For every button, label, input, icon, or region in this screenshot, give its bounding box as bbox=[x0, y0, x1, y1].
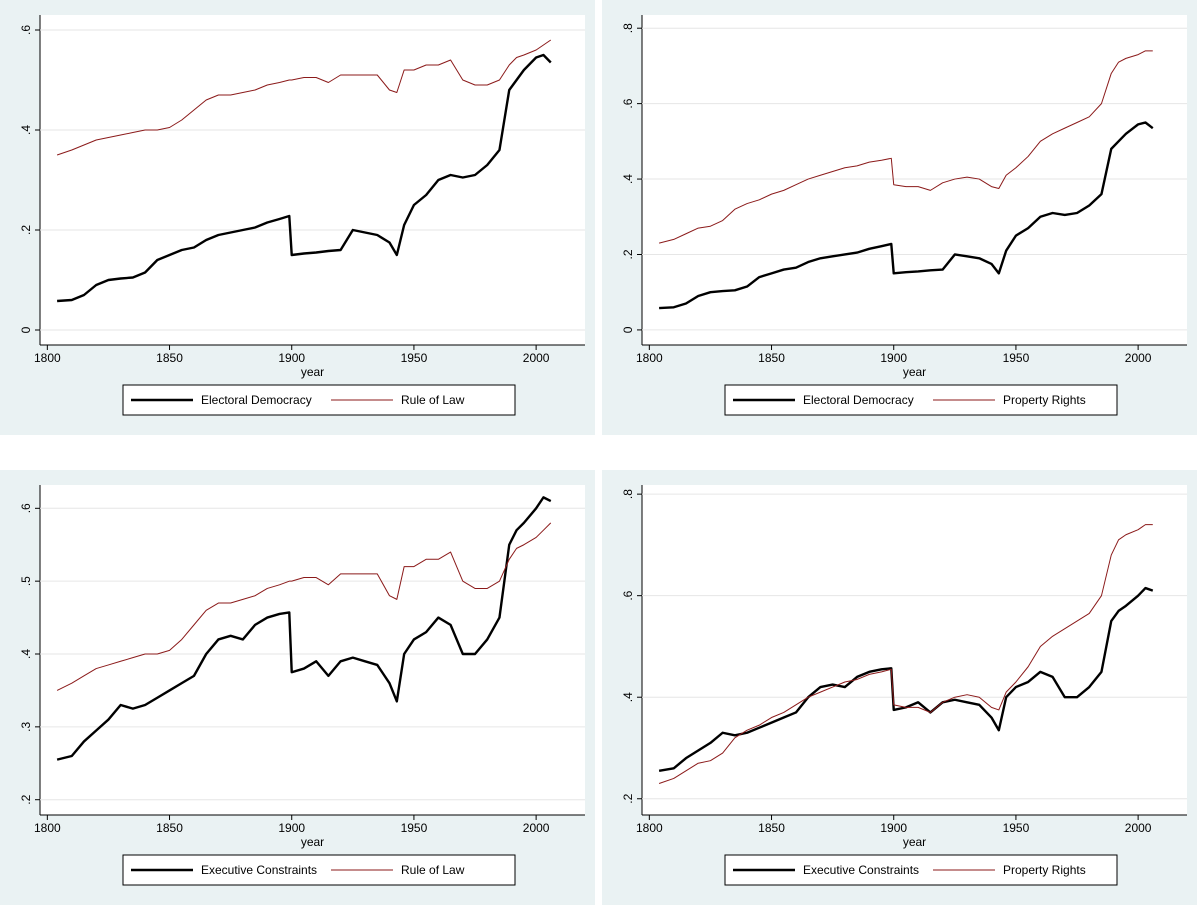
y-tick-label: .2 bbox=[19, 794, 33, 804]
y-tick-label: 0 bbox=[19, 326, 33, 333]
x-tick-label: 1950 bbox=[1003, 821, 1030, 835]
x-tick-label: 1850 bbox=[156, 351, 183, 365]
y-tick-label: .4 bbox=[621, 692, 635, 702]
x-tick-label: 1900 bbox=[278, 821, 305, 835]
series-line bbox=[659, 121, 1154, 310]
series-line bbox=[56, 522, 552, 691]
y-tick-label: .6 bbox=[621, 590, 635, 600]
x-tick-label: 1850 bbox=[758, 821, 785, 835]
legend-label: Electoral Democracy bbox=[201, 393, 312, 407]
x-tick-label: 1800 bbox=[34, 351, 61, 365]
x-tick-label: 1800 bbox=[636, 821, 663, 835]
legend-label: Property Rights bbox=[1003, 393, 1086, 407]
panel: .2 .3 .4 .5 .6 1800 1850 1900 1950 2000 year Execut… bbox=[0, 470, 595, 905]
plot-area bbox=[642, 485, 1187, 815]
y-tick-label: .6 bbox=[19, 25, 33, 35]
x-tick-label: 2000 bbox=[1125, 351, 1152, 365]
series-line bbox=[56, 496, 552, 761]
x-axis-title: year bbox=[301, 365, 324, 379]
x-tick-label: 1950 bbox=[401, 821, 428, 835]
series-line bbox=[56, 39, 552, 156]
series-line bbox=[658, 524, 1153, 784]
series-line bbox=[658, 50, 1153, 244]
x-tick-label: 1900 bbox=[880, 821, 907, 835]
series-line bbox=[57, 53, 552, 303]
x-axis-title: year bbox=[301, 835, 324, 849]
x-tick-label: 1800 bbox=[636, 351, 663, 365]
x-tick-label: 1850 bbox=[156, 821, 183, 835]
y-tick-label: .2 bbox=[19, 225, 33, 235]
y-tick-label: 0 bbox=[621, 326, 635, 333]
legend-label: Rule of Law bbox=[401, 863, 465, 877]
panel: .2 .4 .6 .8 1800 1850 1900 1950 2000 year Executiv… bbox=[602, 470, 1197, 905]
y-tick-label: .4 bbox=[19, 125, 33, 135]
x-tick-label: 1900 bbox=[880, 351, 907, 365]
x-tick-label: 2000 bbox=[1125, 821, 1152, 835]
y-tick-label: .2 bbox=[621, 249, 635, 259]
y-tick-label: .8 bbox=[621, 489, 635, 499]
y-tick-label: .2 bbox=[621, 793, 635, 803]
legend-label: Property Rights bbox=[1003, 863, 1086, 877]
y-tick-label: .4 bbox=[621, 174, 635, 184]
x-tick-label: 2000 bbox=[523, 351, 550, 365]
plot-area bbox=[40, 15, 585, 345]
y-tick-label: .5 bbox=[19, 576, 33, 586]
legend-label: Executive Constraints bbox=[803, 863, 919, 877]
x-axis-title: year bbox=[903, 365, 926, 379]
x-tick-label: 1900 bbox=[278, 351, 305, 365]
legend-box bbox=[122, 854, 516, 886]
legend-label: Rule of Law bbox=[401, 393, 465, 407]
y-tick-label: .6 bbox=[621, 98, 635, 108]
panel: 0 .2 .4 .6 .8 1800 1850 1900 1950 2000 year Elector… bbox=[602, 0, 1197, 435]
x-axis-title: year bbox=[903, 835, 926, 849]
y-tick-label: .3 bbox=[19, 722, 33, 732]
x-tick-label: 1800 bbox=[34, 821, 61, 835]
plot-area bbox=[40, 485, 585, 815]
x-tick-label: 1850 bbox=[758, 351, 785, 365]
legend-label: Executive Constraints bbox=[201, 863, 317, 877]
y-tick-label: .6 bbox=[19, 503, 33, 513]
x-tick-label: 1950 bbox=[1003, 351, 1030, 365]
y-tick-label: .4 bbox=[19, 649, 33, 659]
panel: 0 .2 .4 .6 1800 1850 1900 1950 2000 year Electoral… bbox=[0, 0, 595, 435]
series-line bbox=[658, 586, 1154, 773]
x-tick-label: 1950 bbox=[401, 351, 428, 365]
x-tick-label: 2000 bbox=[523, 821, 550, 835]
y-tick-label: .8 bbox=[621, 23, 635, 33]
legend-label: Electoral Democracy bbox=[803, 393, 914, 407]
